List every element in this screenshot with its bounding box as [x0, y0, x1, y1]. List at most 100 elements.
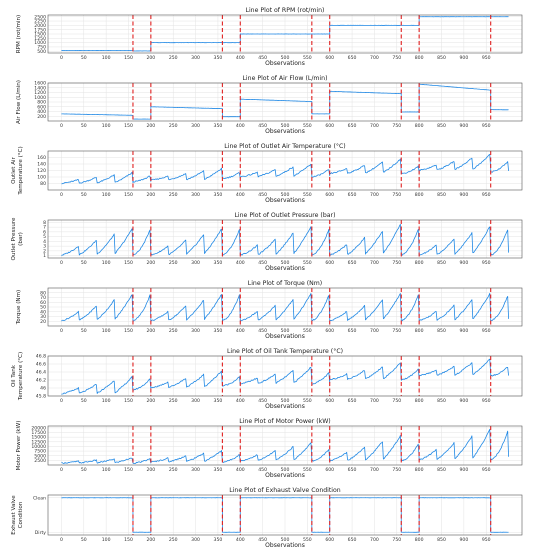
- y-tick-label: 4: [43, 239, 46, 245]
- x-tick-label: 950: [482, 537, 491, 543]
- y-tick-label: 40: [40, 309, 46, 315]
- y-tick-label: 15000: [31, 435, 46, 441]
- x-tick-label: 200: [146, 55, 155, 61]
- x-tick-label: 700: [370, 55, 379, 61]
- y-tick-label: 7500: [34, 449, 46, 455]
- y-tick-label: 12500: [31, 439, 46, 445]
- y-tick-label: 17500: [31, 430, 46, 436]
- x-tick-label: 400: [236, 328, 245, 334]
- y-tick-label: 200: [37, 114, 46, 120]
- x-tick-label: 850: [437, 398, 446, 404]
- x-tick-label: 700: [370, 467, 379, 473]
- y-tick-label: 2500: [34, 458, 46, 464]
- x-tick-label: 150: [124, 467, 133, 473]
- x-tick-label: 750: [392, 260, 401, 266]
- x-tick-label: 950: [482, 192, 491, 198]
- x-tick-label: 550: [303, 260, 312, 266]
- x-tick-label: 750: [392, 467, 401, 473]
- x-tick-label: 600: [325, 192, 334, 198]
- y-tick-label: 1000: [34, 40, 46, 46]
- x-tick-label: 150: [124, 192, 133, 198]
- x-tick-label: 800: [415, 467, 424, 473]
- x-tick-label: 500: [281, 55, 290, 61]
- x-tick-label: 350: [214, 328, 223, 334]
- y-tick-label: 2500: [34, 14, 46, 20]
- chart-title: Line Plot of Oil Tank Temperature (°C): [227, 347, 343, 355]
- y-axis-label: Outlet AirTemperature (°C): [11, 146, 24, 195]
- series-line: [61, 16, 509, 52]
- y-tick-label: 800: [37, 100, 46, 106]
- y-tick-label: 80: [40, 290, 46, 296]
- x-tick-label: 700: [370, 537, 379, 543]
- x-tick-label: 550: [303, 537, 312, 543]
- x-tick-label: 650: [348, 123, 357, 129]
- x-tick-label: 100: [102, 398, 111, 404]
- x-tick-label: 350: [214, 398, 223, 404]
- plot-area: [47, 355, 523, 397]
- chart-panel-1: Line Plot of RPM (rot/min) 0 50 100 150 200 25…: [16, 7, 523, 67]
- x-tick-label: 300: [191, 192, 200, 198]
- x-tick-label: 150: [124, 537, 133, 543]
- y-tick-label: 3: [43, 244, 46, 250]
- x-tick-label: 350: [214, 55, 223, 61]
- x-tick-label: 0: [60, 55, 63, 61]
- x-tick-label: 250: [169, 192, 178, 198]
- x-axis-label: Observations: [265, 265, 305, 272]
- y-axis-label: Oil TankTemperature (°C): [11, 352, 24, 401]
- x-tick-label: 950: [482, 55, 491, 61]
- x-tick-label: 200: [146, 192, 155, 198]
- y-tick-label: 7: [43, 225, 46, 231]
- x-tick-label: 150: [124, 328, 133, 334]
- x-tick-label: 900: [459, 123, 468, 129]
- x-tick-label: 550: [303, 192, 312, 198]
- y-tick-label: 1400: [34, 85, 46, 91]
- x-tick-label: 0: [60, 467, 63, 473]
- y-tick-label: 80: [40, 181, 46, 187]
- x-tick-label: 150: [124, 260, 133, 266]
- x-tick-label: 650: [348, 328, 357, 334]
- x-tick-label: 950: [482, 328, 491, 334]
- y-tick-label: 5000: [34, 453, 46, 459]
- y-tick-label: 160: [37, 155, 46, 161]
- y-tick-label: 750: [37, 45, 46, 51]
- x-tick-label: 50: [81, 537, 87, 543]
- x-tick-label: 400: [236, 260, 245, 266]
- y-tick-label: 1250: [34, 36, 46, 42]
- x-tick-label: 300: [191, 537, 200, 543]
- x-tick-label: 350: [214, 192, 223, 198]
- x-tick-label: 200: [146, 537, 155, 543]
- x-tick-label: 100: [102, 328, 111, 334]
- x-tick-label: 950: [482, 467, 491, 473]
- x-tick-label: 350: [214, 537, 223, 543]
- x-tick-label: 500: [281, 398, 290, 404]
- x-tick-label: 750: [392, 537, 401, 543]
- x-tick-label: 800: [415, 260, 424, 266]
- x-tick-label: 100: [102, 467, 111, 473]
- x-tick-label: 50: [81, 55, 87, 61]
- x-tick-label: 0: [60, 398, 63, 404]
- x-tick-label: 100: [102, 260, 111, 266]
- y-axis-label: RPM (rot/min): [16, 15, 22, 53]
- chart-panel-8: Line Plot of Exhaust Valve Condition 0 50 1…: [11, 487, 523, 549]
- x-tick-label: 250: [169, 123, 178, 129]
- x-tick-label: 200: [146, 260, 155, 266]
- y-tick-label: 1200: [34, 90, 46, 96]
- x-tick-label: 450: [258, 123, 267, 129]
- x-tick-label: 50: [81, 398, 87, 404]
- x-tick-label: 800: [415, 328, 424, 334]
- x-tick-label: 600: [325, 55, 334, 61]
- series-line: [61, 292, 509, 322]
- x-tick-label: 850: [437, 192, 446, 198]
- x-tick-label: 650: [348, 260, 357, 266]
- x-tick-label: 50: [81, 328, 87, 334]
- x-tick-label: 650: [348, 398, 357, 404]
- y-tick-label: 30: [40, 314, 46, 320]
- y-tick-label: 2250: [34, 19, 46, 25]
- y-tick-label: 1600: [34, 81, 46, 87]
- x-axis-label: Observations: [265, 60, 305, 67]
- series-line: [61, 358, 509, 395]
- x-tick-label: 600: [325, 537, 334, 543]
- x-tick-label: 350: [214, 467, 223, 473]
- y-tick-label: 500: [37, 49, 46, 55]
